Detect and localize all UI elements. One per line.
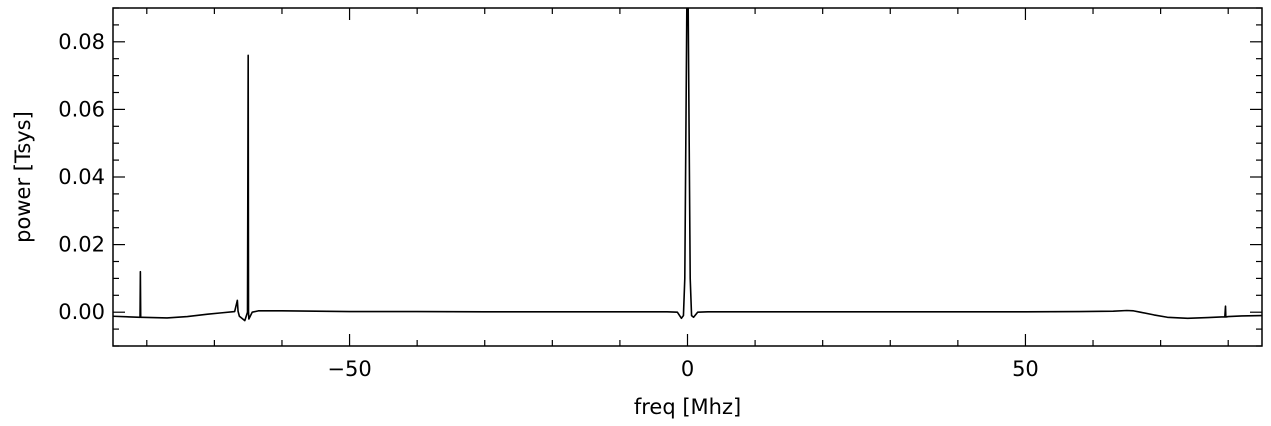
- plot-frame: [112, 7, 1263, 347]
- y-tick-label: 0.06: [58, 97, 105, 121]
- tick-layer: [113, 7, 1262, 347]
- x-axis-title: freq [Mhz]: [634, 395, 741, 419]
- x-tick-label: 0: [681, 357, 694, 381]
- y-tick-label: 0.00: [58, 300, 105, 324]
- label-layer: −50 0 50 0.00 0.02 0.04 0.06 0.08: [58, 30, 1039, 381]
- data-layer: [113, 8, 1262, 322]
- y-tick-label: 0.02: [58, 233, 105, 257]
- y-tick-label: 0.04: [58, 165, 105, 189]
- x-tick-label: 50: [1012, 357, 1039, 381]
- y-tick-label: 0.08: [58, 30, 105, 54]
- y-axis-title: power [Tsys]: [11, 111, 35, 243]
- x-tick-label: −50: [327, 357, 371, 381]
- series-line-0: [113, 8, 1262, 322]
